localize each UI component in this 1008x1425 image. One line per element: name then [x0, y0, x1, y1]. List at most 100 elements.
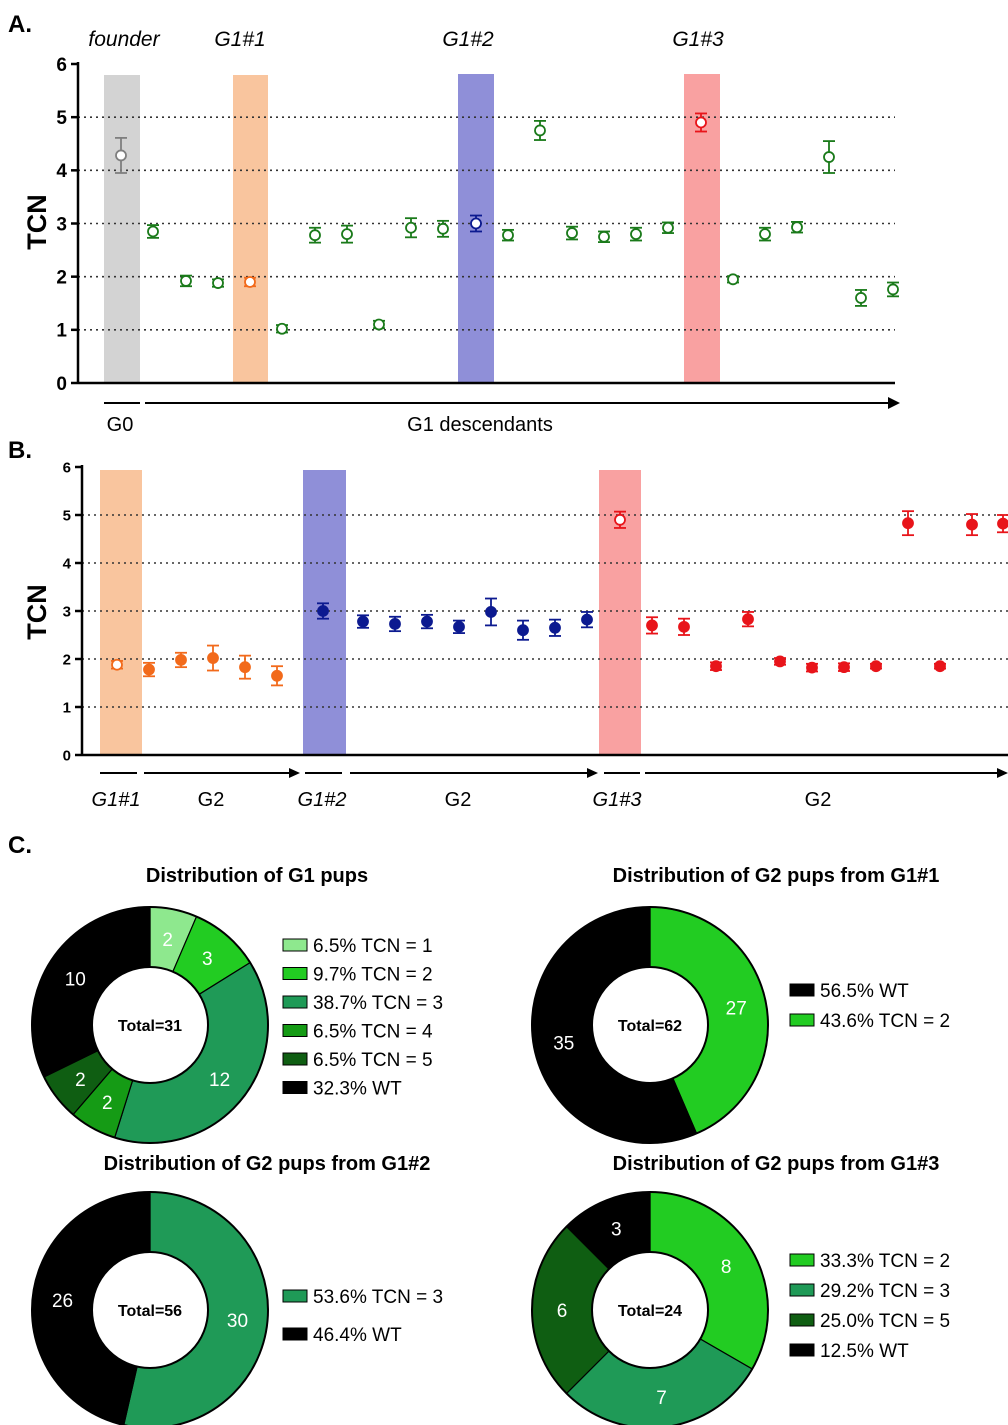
data-point — [662, 221, 674, 234]
donut-hole — [91, 1251, 209, 1369]
panel-label-c: C. — [8, 832, 32, 859]
legend-swatch — [282, 1289, 308, 1303]
marker — [759, 228, 771, 241]
data-point — [271, 665, 283, 687]
slice-count-label: 3 — [202, 949, 213, 970]
b-arrowhead-2 — [587, 768, 598, 778]
panel-a-scatter: 0 1 2 3 4 5 6 TCN founder G1#1 G1#2 G1#3 G0 G1… — [22, 28, 900, 436]
y-tick-label: 4 — [56, 161, 67, 182]
legend-swatch — [282, 1327, 308, 1341]
slice-count-label: 2 — [75, 1070, 86, 1091]
legend-swatch — [789, 1253, 815, 1267]
marker — [695, 116, 707, 129]
marker — [934, 660, 946, 673]
data-point — [966, 513, 978, 537]
legend-label: 33.3% TCN = 2 — [820, 1251, 950, 1272]
donut-title-g2-from-g1-2: Distribution of G2 pups from G1#2 — [104, 1153, 431, 1175]
data-point — [806, 661, 818, 674]
data-point — [517, 619, 529, 641]
data-point — [212, 277, 224, 289]
data-point — [309, 226, 321, 244]
marker — [855, 292, 867, 304]
marker — [791, 221, 803, 234]
marker — [870, 660, 882, 673]
y-axis-title-b: TCN — [22, 584, 52, 640]
marker — [309, 229, 321, 242]
panel-c-donuts: Distribution of G1 pups Distribution of … — [31, 865, 950, 1425]
marker — [317, 605, 329, 617]
legend-label: 25.0% TCN = 5 — [820, 1311, 950, 1332]
marker — [662, 221, 674, 234]
grid-b — [82, 514, 1008, 708]
legend-swatch — [282, 1081, 308, 1094]
legend-label: 38.7% TCN = 3 — [313, 993, 443, 1014]
y-axis-title-a: TCN — [22, 194, 52, 250]
slice-count-label: 26 — [52, 1291, 73, 1312]
data-point — [759, 226, 771, 242]
col-label-g1-3: G1#3 — [672, 28, 724, 51]
data-point — [421, 613, 433, 630]
data-point — [742, 611, 754, 628]
data-point — [678, 617, 690, 636]
legend-label: 6.5% TCN = 1 — [313, 936, 433, 957]
y-tick-label: 3 — [56, 214, 67, 235]
data-point — [710, 660, 722, 673]
legend-label: 56.5% WT — [820, 981, 909, 1002]
points-a — [115, 112, 899, 335]
legend-swatch — [282, 967, 308, 980]
marker — [453, 620, 465, 633]
axis-label-g1-descendants: G1 descendants — [407, 414, 553, 436]
data-point — [774, 655, 786, 668]
donut-outline — [31, 906, 269, 1144]
slice-count-label: 30 — [227, 1311, 248, 1332]
marker — [838, 661, 850, 674]
marker — [405, 221, 417, 234]
y-tick-label: 5 — [56, 108, 67, 129]
grid-a — [78, 116, 895, 331]
marker — [470, 217, 482, 230]
b-label-g2-2: G2 — [445, 789, 472, 811]
b-label-g2-1: G2 — [198, 789, 225, 811]
data-point — [997, 514, 1008, 534]
marker — [742, 613, 754, 626]
donut-total-label: Total=62 — [618, 1018, 682, 1035]
y-tick-label: 2 — [56, 268, 67, 289]
y-tick-label: 2 — [63, 651, 71, 668]
legend-label: 46.4% WT — [313, 1325, 402, 1346]
marker — [806, 661, 818, 674]
marker — [887, 283, 899, 296]
data-point — [244, 276, 256, 288]
legend-label: 29.2% TCN = 3 — [820, 1281, 950, 1302]
y-tick-label: 0 — [56, 374, 67, 395]
data-point — [437, 219, 449, 238]
marker — [115, 149, 127, 162]
data-point — [855, 289, 867, 307]
data-point — [695, 112, 707, 133]
marker — [147, 225, 159, 238]
donut-title-g2-from-g1-3: Distribution of G2 pups from G1#3 — [613, 1153, 940, 1175]
marker — [111, 658, 123, 671]
legend-swatch — [282, 995, 308, 1009]
marker — [517, 624, 529, 637]
legend-label: 6.5% TCN = 5 — [313, 1050, 433, 1071]
marker — [598, 230, 610, 243]
marker — [549, 621, 561, 634]
legend-label: 43.6% TCN = 2 — [820, 1011, 950, 1032]
donut-4: 8 7 6 3 Total=24 33.3% TCN = 2 29.2% TCN = 3 25… — [531, 1191, 950, 1425]
panel-label-b: B. — [8, 437, 32, 464]
y-axis-b: 0 1 2 3 4 5 6 — [63, 459, 1008, 764]
marker — [534, 124, 546, 137]
legend-swatch — [789, 1343, 815, 1357]
marker — [239, 661, 251, 674]
data-point — [598, 230, 610, 244]
donut-hole — [591, 1251, 709, 1369]
marker — [437, 222, 449, 235]
marker — [902, 517, 914, 530]
col-label-g1-1: G1#1 — [214, 28, 265, 51]
data-point — [470, 214, 482, 233]
marker — [485, 606, 497, 618]
data-point — [614, 510, 626, 529]
b-label-g2-3: G2 — [805, 789, 832, 811]
data-point — [838, 661, 850, 674]
